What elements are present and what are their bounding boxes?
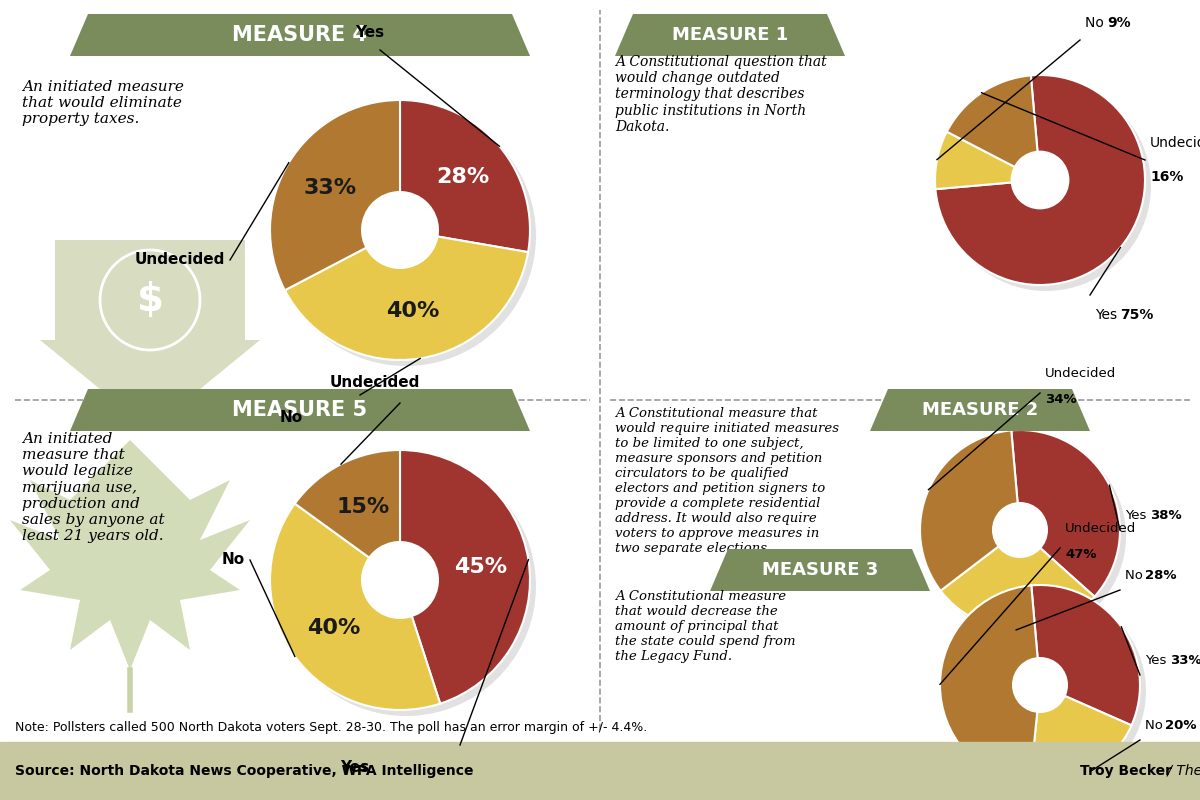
Wedge shape [406, 106, 536, 258]
Text: MEASURE 1: MEASURE 1 [672, 26, 788, 44]
Wedge shape [284, 230, 528, 360]
Wedge shape [270, 503, 440, 710]
Text: 47%: 47% [1066, 548, 1097, 561]
Wedge shape [1018, 436, 1126, 602]
Wedge shape [941, 138, 1046, 195]
Polygon shape [616, 14, 845, 56]
Polygon shape [55, 240, 245, 420]
Text: Undecided: Undecided [1066, 522, 1136, 535]
Wedge shape [290, 236, 534, 366]
Text: / The Forum: / The Forum [1163, 764, 1200, 778]
Wedge shape [301, 456, 406, 586]
Text: 28%: 28% [1145, 569, 1176, 582]
Wedge shape [1030, 685, 1132, 785]
Text: Troy Becker: Troy Becker [1080, 764, 1172, 778]
Text: No: No [222, 553, 245, 567]
Text: An initiated measure
that would eliminate
property taxes.: An initiated measure that would eliminat… [22, 80, 184, 126]
Circle shape [1010, 150, 1069, 210]
Text: 75%: 75% [1120, 308, 1153, 322]
Text: Yes: Yes [1126, 509, 1151, 522]
Bar [0, 742, 1200, 800]
Polygon shape [870, 389, 1090, 431]
Circle shape [100, 250, 200, 350]
Text: MEASURE 3: MEASURE 3 [762, 561, 878, 579]
Text: A Constitutional question that
would change outdated
terminology that describes
: A Constitutional question that would cha… [616, 55, 827, 134]
Text: 9%: 9% [1108, 16, 1130, 30]
Wedge shape [947, 536, 1100, 636]
Polygon shape [710, 549, 930, 591]
Text: Source: North Dakota News Cooperative, WPA Intelligence: Source: North Dakota News Cooperative, W… [14, 764, 474, 778]
Wedge shape [946, 591, 1046, 790]
Wedge shape [270, 100, 400, 290]
Wedge shape [941, 530, 1094, 630]
Text: No: No [1085, 16, 1109, 30]
Text: 33%: 33% [304, 178, 356, 198]
Polygon shape [10, 440, 250, 670]
Text: No: No [1126, 569, 1147, 582]
Text: MEASURE 4: MEASURE 4 [233, 25, 367, 45]
Polygon shape [40, 340, 260, 430]
Wedge shape [276, 510, 446, 716]
Text: 45%: 45% [455, 557, 508, 577]
Text: 20%: 20% [1165, 719, 1196, 732]
Wedge shape [920, 430, 1020, 590]
Wedge shape [926, 436, 1026, 597]
Wedge shape [295, 450, 400, 580]
Text: 28%: 28% [436, 167, 490, 187]
Circle shape [361, 541, 439, 619]
Text: MEASURE 5: MEASURE 5 [233, 400, 367, 420]
Text: Undecided: Undecided [330, 375, 420, 390]
Wedge shape [935, 75, 1145, 285]
Text: 40%: 40% [307, 618, 360, 638]
Polygon shape [70, 389, 530, 431]
Wedge shape [1012, 430, 1120, 597]
Wedge shape [941, 81, 1151, 291]
Text: 34%: 34% [1045, 393, 1076, 406]
Wedge shape [400, 450, 530, 704]
Text: A Constitutional measure that
would require initiated measures
to be limited to : A Constitutional measure that would requ… [616, 407, 839, 555]
Text: 40%: 40% [386, 301, 439, 321]
Text: Yes: Yes [1145, 654, 1171, 667]
Wedge shape [276, 106, 406, 296]
Wedge shape [1036, 691, 1138, 791]
Wedge shape [947, 75, 1040, 180]
Text: MEASURE 2: MEASURE 2 [922, 401, 1038, 419]
Text: An initiated
measure that
would legalize
marijuana use,
production and
sales by : An initiated measure that would legalize… [22, 432, 164, 543]
Circle shape [361, 191, 439, 269]
Text: Yes: Yes [340, 760, 370, 775]
Text: A Constitutional measure
that would decrease the
amount of principal that
the st: A Constitutional measure that would decr… [616, 590, 796, 663]
Text: No: No [280, 410, 304, 425]
Text: Undecided: Undecided [134, 253, 226, 267]
Text: No: No [1145, 719, 1168, 732]
Text: Yes: Yes [1096, 308, 1122, 322]
Text: 33%: 33% [1170, 654, 1200, 667]
Text: Note: Pollsters called 500 North Dakota voters Sept. 28-30. The poll has an erro: Note: Pollsters called 500 North Dakota … [14, 721, 647, 734]
Wedge shape [400, 100, 530, 252]
Wedge shape [953, 82, 1046, 186]
Wedge shape [940, 586, 1040, 785]
Text: 16%: 16% [1150, 170, 1183, 184]
Text: Undecided: Undecided [1150, 136, 1200, 150]
Wedge shape [935, 132, 1040, 189]
Wedge shape [1037, 591, 1146, 731]
Text: Undecided: Undecided [1045, 367, 1116, 380]
Wedge shape [1031, 585, 1140, 726]
Text: 38%: 38% [1150, 509, 1182, 522]
Wedge shape [406, 456, 536, 710]
Circle shape [992, 502, 1048, 558]
Circle shape [1012, 657, 1068, 713]
Text: 15%: 15% [336, 497, 390, 517]
Polygon shape [70, 14, 530, 56]
Text: $: $ [137, 281, 163, 319]
Text: Yes: Yes [355, 25, 384, 40]
